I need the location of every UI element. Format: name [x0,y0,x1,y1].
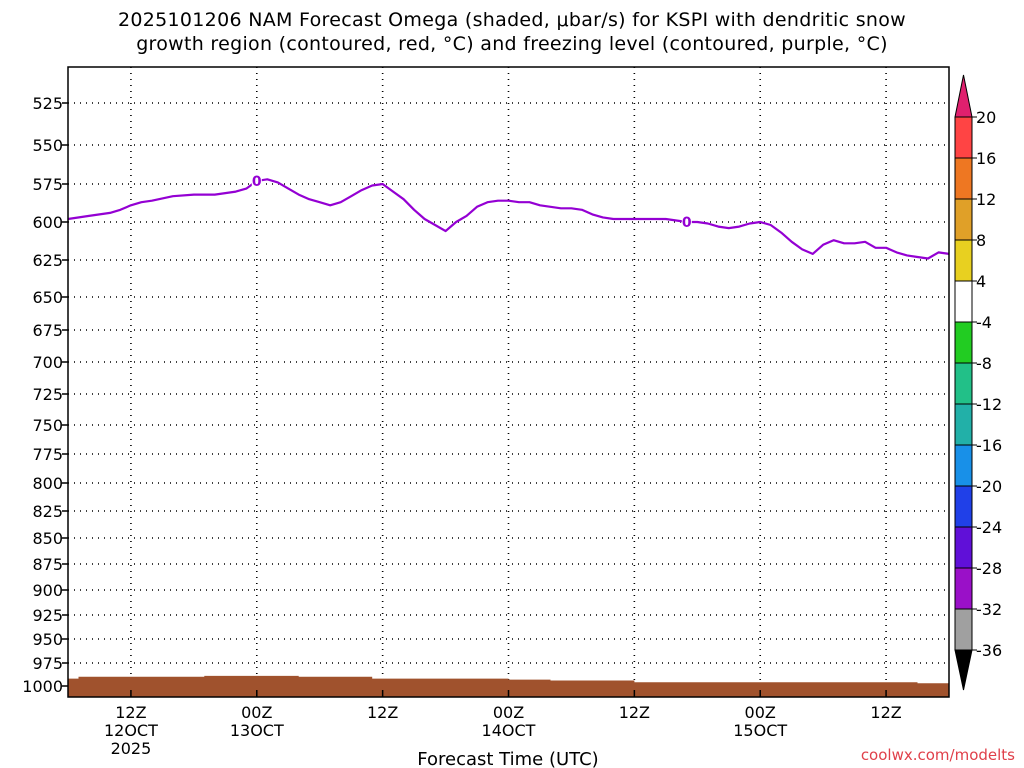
colorbar-swatch [954,116,973,159]
colorbar-swatch [954,239,973,282]
freezing-level-labels: 00 [251,172,692,231]
x-tick-label: 14OCT [482,721,536,740]
colorbar-label: -4 [976,313,992,332]
colorbar-top-arrow [954,74,973,118]
x-tick-label: 12OCT [104,721,158,740]
freezing-level-line [67,178,950,260]
colorbar-label: -8 [976,354,992,373]
colorbar-swatch [954,567,973,610]
colorbar-label: -24 [976,518,1002,537]
colorbar-bottom-arrow [954,649,973,691]
y-tick-label: 750 [32,416,63,435]
y-tick-label: 900 [32,581,63,600]
y-tick-label: 800 [32,474,63,493]
y-tick-label: 725 [32,385,63,404]
y-tick-label: 925 [32,606,63,625]
y-tick-label: 650 [32,288,63,307]
omega-colorbar: 20 16 12 8 4 -4 -8 -12 -16 -20 -24 -28 -32 -36 [954,74,1002,691]
y-tick-label: 625 [32,251,63,270]
x-tick-label: 00Z [241,703,272,722]
y-tick-label: 575 [32,175,63,194]
x-tick-label: 15OCT [733,721,787,740]
colorbar-label: -16 [976,436,1002,455]
colorbar-swatch [954,444,973,487]
freezing-level-label: 0 [682,215,692,231]
colorbar-label: 4 [976,272,986,291]
gridlines [68,67,949,697]
y-tick-label: 850 [32,529,63,548]
colorbar-label: -12 [976,395,1002,414]
y-tick-label: 875 [32,555,63,574]
x-tick-label: 13OCT [230,721,284,740]
y-tick-label: 675 [32,321,63,340]
colorbar-label: 12 [976,190,996,209]
x-tick-label: 12Z [619,703,650,722]
colorbar-swatch [954,526,973,569]
y-tick-label: 975 [32,654,63,673]
contour-label-bg [681,214,692,230]
x-tick-label: 00Z [493,703,524,722]
colorbar-swatch [954,280,973,323]
y-axis: 525 550 575 600 625 650 675 700 725 750 775 800 825 8… [22,94,68,696]
x-tick-label: 00Z [745,703,776,722]
surface-terrain-fill [68,675,949,697]
x-tick-label: 12Z [367,703,398,722]
colorbar-swatch [954,485,973,528]
colorbar-swatch [954,157,973,200]
y-tick-label: 775 [32,445,63,464]
colorbar-label: -32 [976,600,1002,619]
freezing-level-label: 0 [252,174,262,190]
colorbar-swatch [954,198,973,241]
colorbar-swatch [954,403,973,446]
colorbar-label: -28 [976,559,1002,578]
x-tick-label: 2025 [111,739,152,758]
colorbar-swatch [954,608,973,651]
y-tick-label: 700 [32,353,63,372]
title-line-2: growth region (contoured, red, °C) and f… [136,33,888,55]
title-line-1: 2025101206 NAM Forecast Omega (shaded, μ… [117,9,907,31]
colorbar-label: -36 [976,641,1002,660]
plot-frame [67,66,950,698]
y-tick-label: 525 [32,94,63,113]
colorbar-swatch [954,362,973,405]
y-tick-label: 550 [32,136,63,155]
x-tick-label: 12Z [115,703,146,722]
y-tick-label: 825 [32,502,63,521]
x-axis-label: Forecast Time (UTC) [417,749,598,768]
colorbar-label: 8 [976,231,986,250]
credit-text[interactable]: coolwx.com/modelts [861,746,1015,764]
contour-label-bg [251,172,262,189]
colorbar-swatch [954,321,973,364]
y-tick-label: 600 [32,213,63,232]
y-tick-label: 950 [32,630,63,649]
colorbar-label: 16 [976,149,996,168]
x-tick-label: 12Z [870,703,901,722]
colorbar-label: -20 [976,477,1002,496]
colorbar-label: 20 [976,108,996,127]
y-tick-label: 1000 [22,677,63,696]
chart-title: 2025101206 NAM Forecast Omega (shaded, μ… [0,8,1024,56]
